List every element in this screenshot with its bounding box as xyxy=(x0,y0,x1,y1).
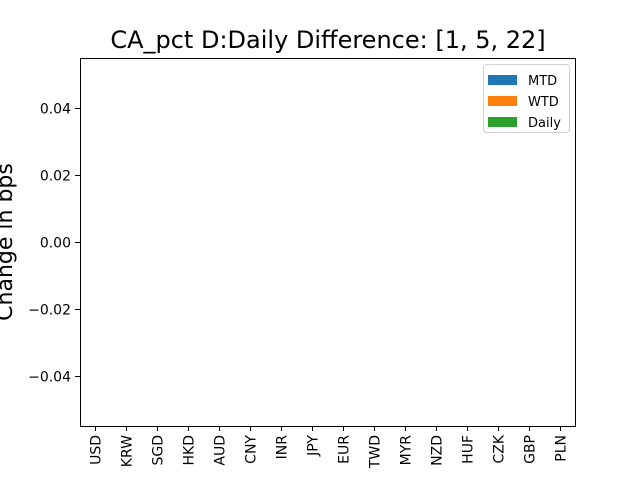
legend-swatch-daily xyxy=(488,117,517,127)
legend-label-daily: Daily xyxy=(528,116,561,131)
legend-swatch-mtd xyxy=(488,75,517,85)
y-tick-label: 0.02 xyxy=(40,169,71,185)
x-tick-label: MYR xyxy=(399,435,415,466)
x-tick-label: HKD xyxy=(182,435,198,466)
x-tick-label: EUR xyxy=(337,435,353,464)
y-tick-label: 0.04 xyxy=(40,102,71,118)
x-tick-label: NZD xyxy=(430,435,446,466)
x-tick-label: JPY xyxy=(306,435,322,457)
x-tick-label: HUF xyxy=(461,435,477,464)
x-tick-label: USD xyxy=(89,435,105,465)
x-axis: USD KRW SGD HKD AUD CNY INR JPY EUR TWD MYR NZD HUF C… xyxy=(89,426,570,469)
x-tick-label: INR xyxy=(275,435,291,460)
x-tick-label: KRW xyxy=(120,435,136,467)
x-tick-label: PLN xyxy=(554,435,570,462)
x-tick-label: AUD xyxy=(213,435,229,466)
y-axis: −0.04 −0.02 0.00 0.02 0.04 xyxy=(28,102,80,386)
y-axis-label: Change in bps xyxy=(0,163,18,321)
legend-swatch-wtd xyxy=(488,96,517,106)
legend-label-wtd: WTD xyxy=(528,95,559,110)
x-tick-label: TWD xyxy=(368,435,384,469)
plot-frame xyxy=(80,58,576,427)
legend: MTD WTD Daily xyxy=(483,64,570,133)
x-tick-label: CNY xyxy=(244,435,260,464)
y-tick-label: −0.04 xyxy=(28,370,71,386)
x-tick-label: CZK xyxy=(492,434,508,463)
y-tick-label: 0.00 xyxy=(40,236,71,252)
legend-label-mtd: MTD xyxy=(528,74,557,89)
x-tick-label: GBP xyxy=(523,435,539,464)
y-tick-label: −0.02 xyxy=(28,303,71,319)
x-tick-label: SGD xyxy=(151,435,167,466)
chart-title: CA_pct D:Daily Difference: [1, 5, 22] xyxy=(110,26,545,54)
